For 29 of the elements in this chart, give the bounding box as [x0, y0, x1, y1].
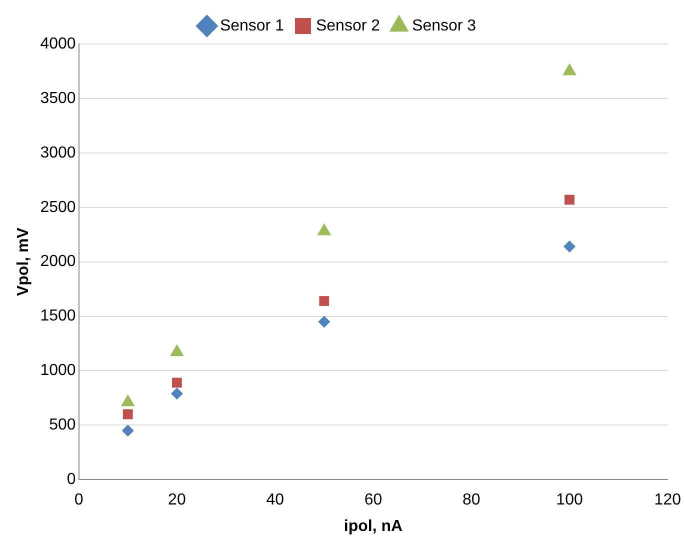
y-axis-title: Vpol, mV — [15, 227, 32, 296]
y-tick-label: 1000 — [40, 362, 76, 380]
y-tick-label: 3000 — [40, 144, 76, 162]
point — [564, 240, 576, 253]
point — [172, 378, 182, 388]
y-tick-label: 4000 — [40, 35, 76, 52]
x-tick-label: 60 — [364, 492, 382, 509]
legend-label: Sensor 2 — [316, 17, 380, 34]
y-tick-label: 3500 — [40, 90, 76, 107]
x-axis-title: ipol, nA — [344, 518, 403, 535]
y-tick-label: 1500 — [40, 308, 76, 325]
x-tick-label: 80 — [462, 492, 480, 509]
y-tick-label: 500 — [49, 416, 76, 434]
x-tick-label: 120 — [654, 492, 682, 509]
y-tick-label: 0 — [66, 471, 76, 488]
point — [122, 409, 133, 420]
x-tick-label: 100 — [556, 492, 583, 509]
point — [170, 388, 183, 400]
point — [318, 316, 330, 328]
x-tick-label: 40 — [266, 492, 284, 509]
x-tick-label: 20 — [168, 492, 186, 509]
y-tick-label: 2000 — [40, 253, 76, 270]
point — [122, 424, 134, 437]
point — [564, 194, 574, 205]
y-tick-label: 2500 — [40, 198, 76, 216]
point — [562, 63, 576, 76]
point — [319, 296, 330, 306]
legend-label: Sensor 1 — [220, 17, 284, 34]
legend-label: Sensor 3 — [412, 17, 476, 34]
